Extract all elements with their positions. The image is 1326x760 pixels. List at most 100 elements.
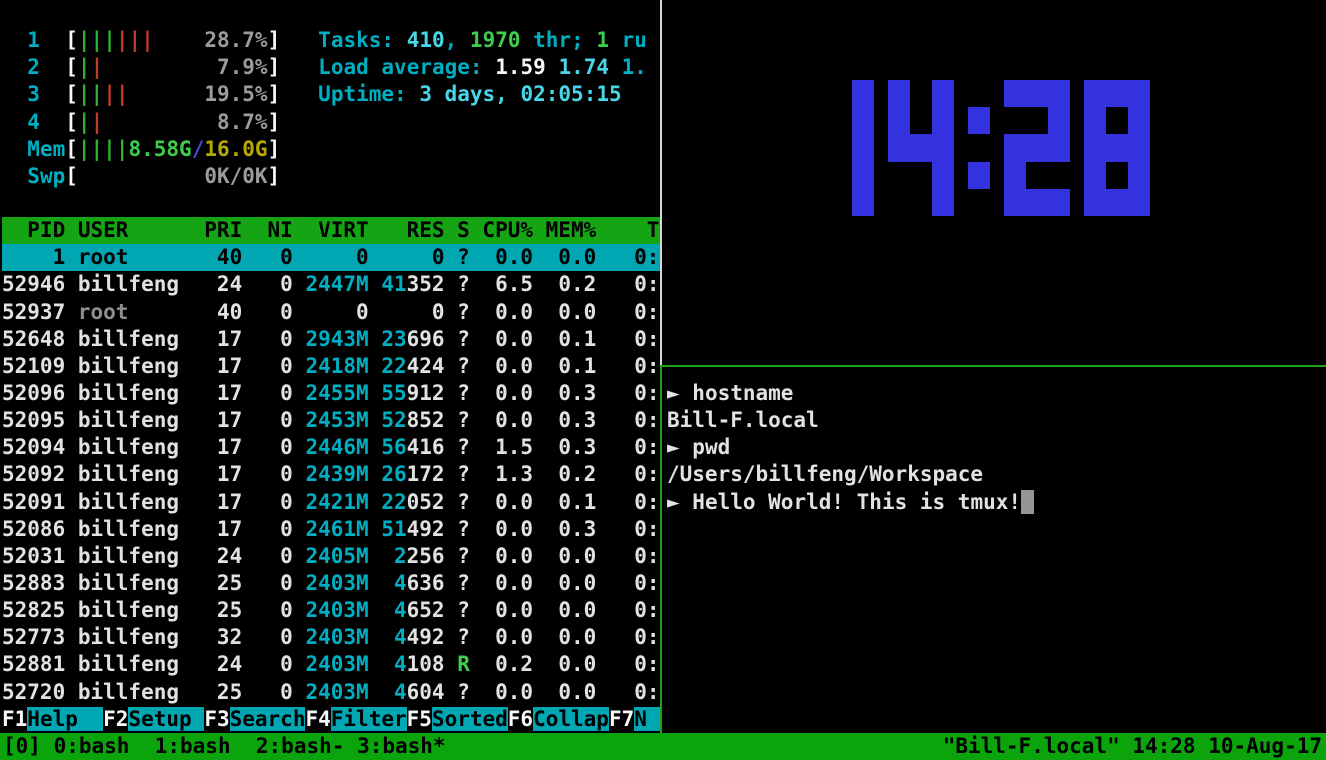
text-segment: 2403M <box>305 625 369 650</box>
fkey-sorted-label[interactable]: Sorted <box>431 706 508 731</box>
clock-digit-cell <box>1084 161 1106 189</box>
text-segment: ? 0.0 0.0 0:0 <box>444 625 660 650</box>
prompt-arrow-icon: ► <box>667 435 693 460</box>
text-segment: ] <box>267 163 281 188</box>
fkey-collap-label[interactable]: Collap <box>533 706 609 731</box>
text-segment <box>369 544 394 568</box>
text-segment <box>40 55 65 79</box>
window-0-tab[interactable]: 0:bash <box>53 734 130 758</box>
text-segment: ||| <box>77 28 116 53</box>
process-row[interactable]: 52086 billfeng 17 0 2461M 51492 ? 0.0 0.… <box>2 516 660 543</box>
text-segment: 2403M <box>305 598 369 623</box>
text-segment: 52092 billfeng 17 0 <box>2 462 306 487</box>
process-row[interactable]: 52648 billfeng 17 0 2943M 23696 ? 0.0 0.… <box>2 326 660 353</box>
process-row[interactable]: 52883 billfeng 25 0 2403M 4636 ? 0.0 0.0… <box>2 570 660 597</box>
fkey-filter-label[interactable]: Filter <box>330 706 407 731</box>
text-segment: || <box>77 82 104 107</box>
fkey-f6[interactable]: F6 <box>507 706 534 731</box>
mem-meter: Mem[||||8.58G/16.0G] <box>2 136 660 163</box>
pane-border-horizontal-active <box>660 365 1326 367</box>
process-row[interactable]: 52094 billfeng 17 0 2446M 56416 ? 1.5 0.… <box>2 434 660 461</box>
text-segment: 52086 billfeng 17 0 <box>2 516 306 541</box>
shell-command-line: ► Hello World! This is tmux! <box>667 489 1326 516</box>
text-segment: 28.7% <box>153 28 268 53</box>
clock-digit-cell <box>852 80 874 108</box>
process-row[interactable]: 52031 billfeng 24 0 2405M 2256 ? 0.0 0.0… <box>2 543 660 570</box>
text-segment: 652 <box>406 598 445 623</box>
fkey-help-label[interactable]: Help <box>27 706 104 731</box>
process-row[interactable]: 52937 root 40 0 0 0 ? 0.0 0.0 0:0 <box>2 299 660 326</box>
fkey-f4[interactable]: F4 <box>305 706 331 731</box>
clock-digit-cell <box>968 161 990 189</box>
clock-digit-cell <box>1106 188 1128 216</box>
clock-digit-cell <box>852 107 874 135</box>
text-segment: ] <box>267 82 281 107</box>
process-row-selected[interactable]: 1 root 40 0 0 0 ? 0.0 0.0 0:0 <box>2 244 660 272</box>
fkey-f3[interactable]: F3 <box>204 706 230 731</box>
clock-digit-cell <box>1004 161 1026 189</box>
text-segment: PID USER PRI NI VIRT RES S CPU% MEM% T <box>2 218 660 243</box>
text-segment: 172 <box>406 462 445 487</box>
text-segment: /Users/billfeng/Workspace <box>667 462 984 487</box>
session-name: [0] <box>3 734 54 758</box>
clock-digit-cell <box>1004 188 1026 216</box>
clock-digit-cell <box>1048 80 1070 108</box>
text-segment: ] <box>267 109 281 134</box>
process-table-header: PID USER PRI NI VIRT RES S CPU% MEM% T <box>2 217 660 245</box>
text-segment: 1.59 <box>495 55 546 80</box>
swp-meter: Swp[ 0K/0K] <box>2 163 660 190</box>
text-segment <box>344 734 357 758</box>
fkey-f1[interactable]: F1 <box>2 706 28 731</box>
text-segment: 1.74 <box>558 55 610 80</box>
text-segment <box>369 517 382 541</box>
window-3-tab[interactable]: 3:bash* <box>357 734 446 758</box>
process-row[interactable]: 52825 billfeng 25 0 2403M 4652 ? 0.0 0.0… <box>2 597 660 624</box>
process-row[interactable]: 52091 billfeng 17 0 2421M 22052 ? 0.0 0.… <box>2 489 660 516</box>
text-segment <box>369 354 382 378</box>
text-segment: R <box>457 652 470 677</box>
clock-digit-cell <box>852 161 874 189</box>
text-segment: 2447M <box>305 272 369 297</box>
fkey-f7[interactable]: F7 <box>608 706 635 731</box>
text-segment: 52096 billfeng 17 0 <box>2 380 306 405</box>
blank-line <box>2 190 660 217</box>
window-2-tab[interactable]: 2:bash- <box>255 734 345 758</box>
fkey-setup-label[interactable]: Setup <box>128 706 205 731</box>
text-segment: 23 <box>381 326 407 351</box>
shell-pane[interactable]: ► hostname Bill-F.local ► pwd/Users/billfe… <box>663 380 1326 733</box>
text-segment: |||| <box>77 136 129 161</box>
text-segment: 0K/0K <box>204 163 268 188</box>
fkey-search-label[interactable]: Search <box>229 706 306 731</box>
fkey-nice-label[interactable]: N <box>634 706 660 731</box>
text-segment: 52031 billfeng 24 0 <box>2 543 306 568</box>
process-row[interactable]: 52946 billfeng 24 0 2447M 41352 ? 6.5 0.… <box>2 271 660 298</box>
process-row[interactable]: 52096 billfeng 17 0 2455M 55912 ? 0.0 0.… <box>2 380 660 407</box>
fkey-f2[interactable]: F2 <box>103 706 129 731</box>
process-row[interactable]: 52109 billfeng 17 0 2418M 22424 ? 0.0 0.… <box>2 353 660 380</box>
text-segment: 2439M <box>305 462 369 487</box>
text-segment: 7.9% <box>103 55 268 80</box>
text-segment: 912 <box>406 380 445 405</box>
text-segment: ? 0.0 0.3 0:0 <box>444 380 660 405</box>
text-segment: 52773 billfeng 32 0 <box>2 625 306 650</box>
text-segment <box>129 734 154 758</box>
process-row[interactable]: 52095 billfeng 17 0 2453M 52852 ? 0.0 0.… <box>2 407 660 434</box>
window-1-tab[interactable]: 1:bash <box>154 734 231 758</box>
process-row[interactable]: 52092 billfeng 17 0 2439M 26172 ? 1.3 0.… <box>2 461 660 488</box>
text-segment: 52937 <box>2 299 78 324</box>
process-row[interactable]: 52720 billfeng 25 0 2403M 4604 ? 0.0 0.0… <box>2 679 660 706</box>
shell-command-line: ► pwd <box>667 434 1326 461</box>
process-row[interactable]: 52773 billfeng 32 0 2403M 4492 ? 0.0 0.0… <box>2 624 660 651</box>
fkey-f5[interactable]: F5 <box>406 706 432 731</box>
clock-pane <box>663 0 1326 365</box>
cpu-meter-3: 3 [|||| 19.5%] Uptime: 3 days, 02:05:15 <box>2 81 660 108</box>
text-segment: 52091 billfeng 17 0 <box>2 489 306 514</box>
text-segment: 52881 billfeng 24 0 <box>2 652 306 677</box>
text-segment <box>546 55 559 79</box>
htop-pane[interactable]: 1 [|||||| 28.7%] Tasks: 410, 1970 thr; 1… <box>0 0 660 733</box>
text-segment <box>369 272 382 296</box>
text-segment: 52 <box>381 408 407 433</box>
clock-digit-cell <box>1106 80 1128 108</box>
process-row[interactable]: 52881 billfeng 24 0 2403M 4108 R 0.2 0.0… <box>2 651 660 678</box>
clock-digit-cell <box>1084 188 1106 216</box>
